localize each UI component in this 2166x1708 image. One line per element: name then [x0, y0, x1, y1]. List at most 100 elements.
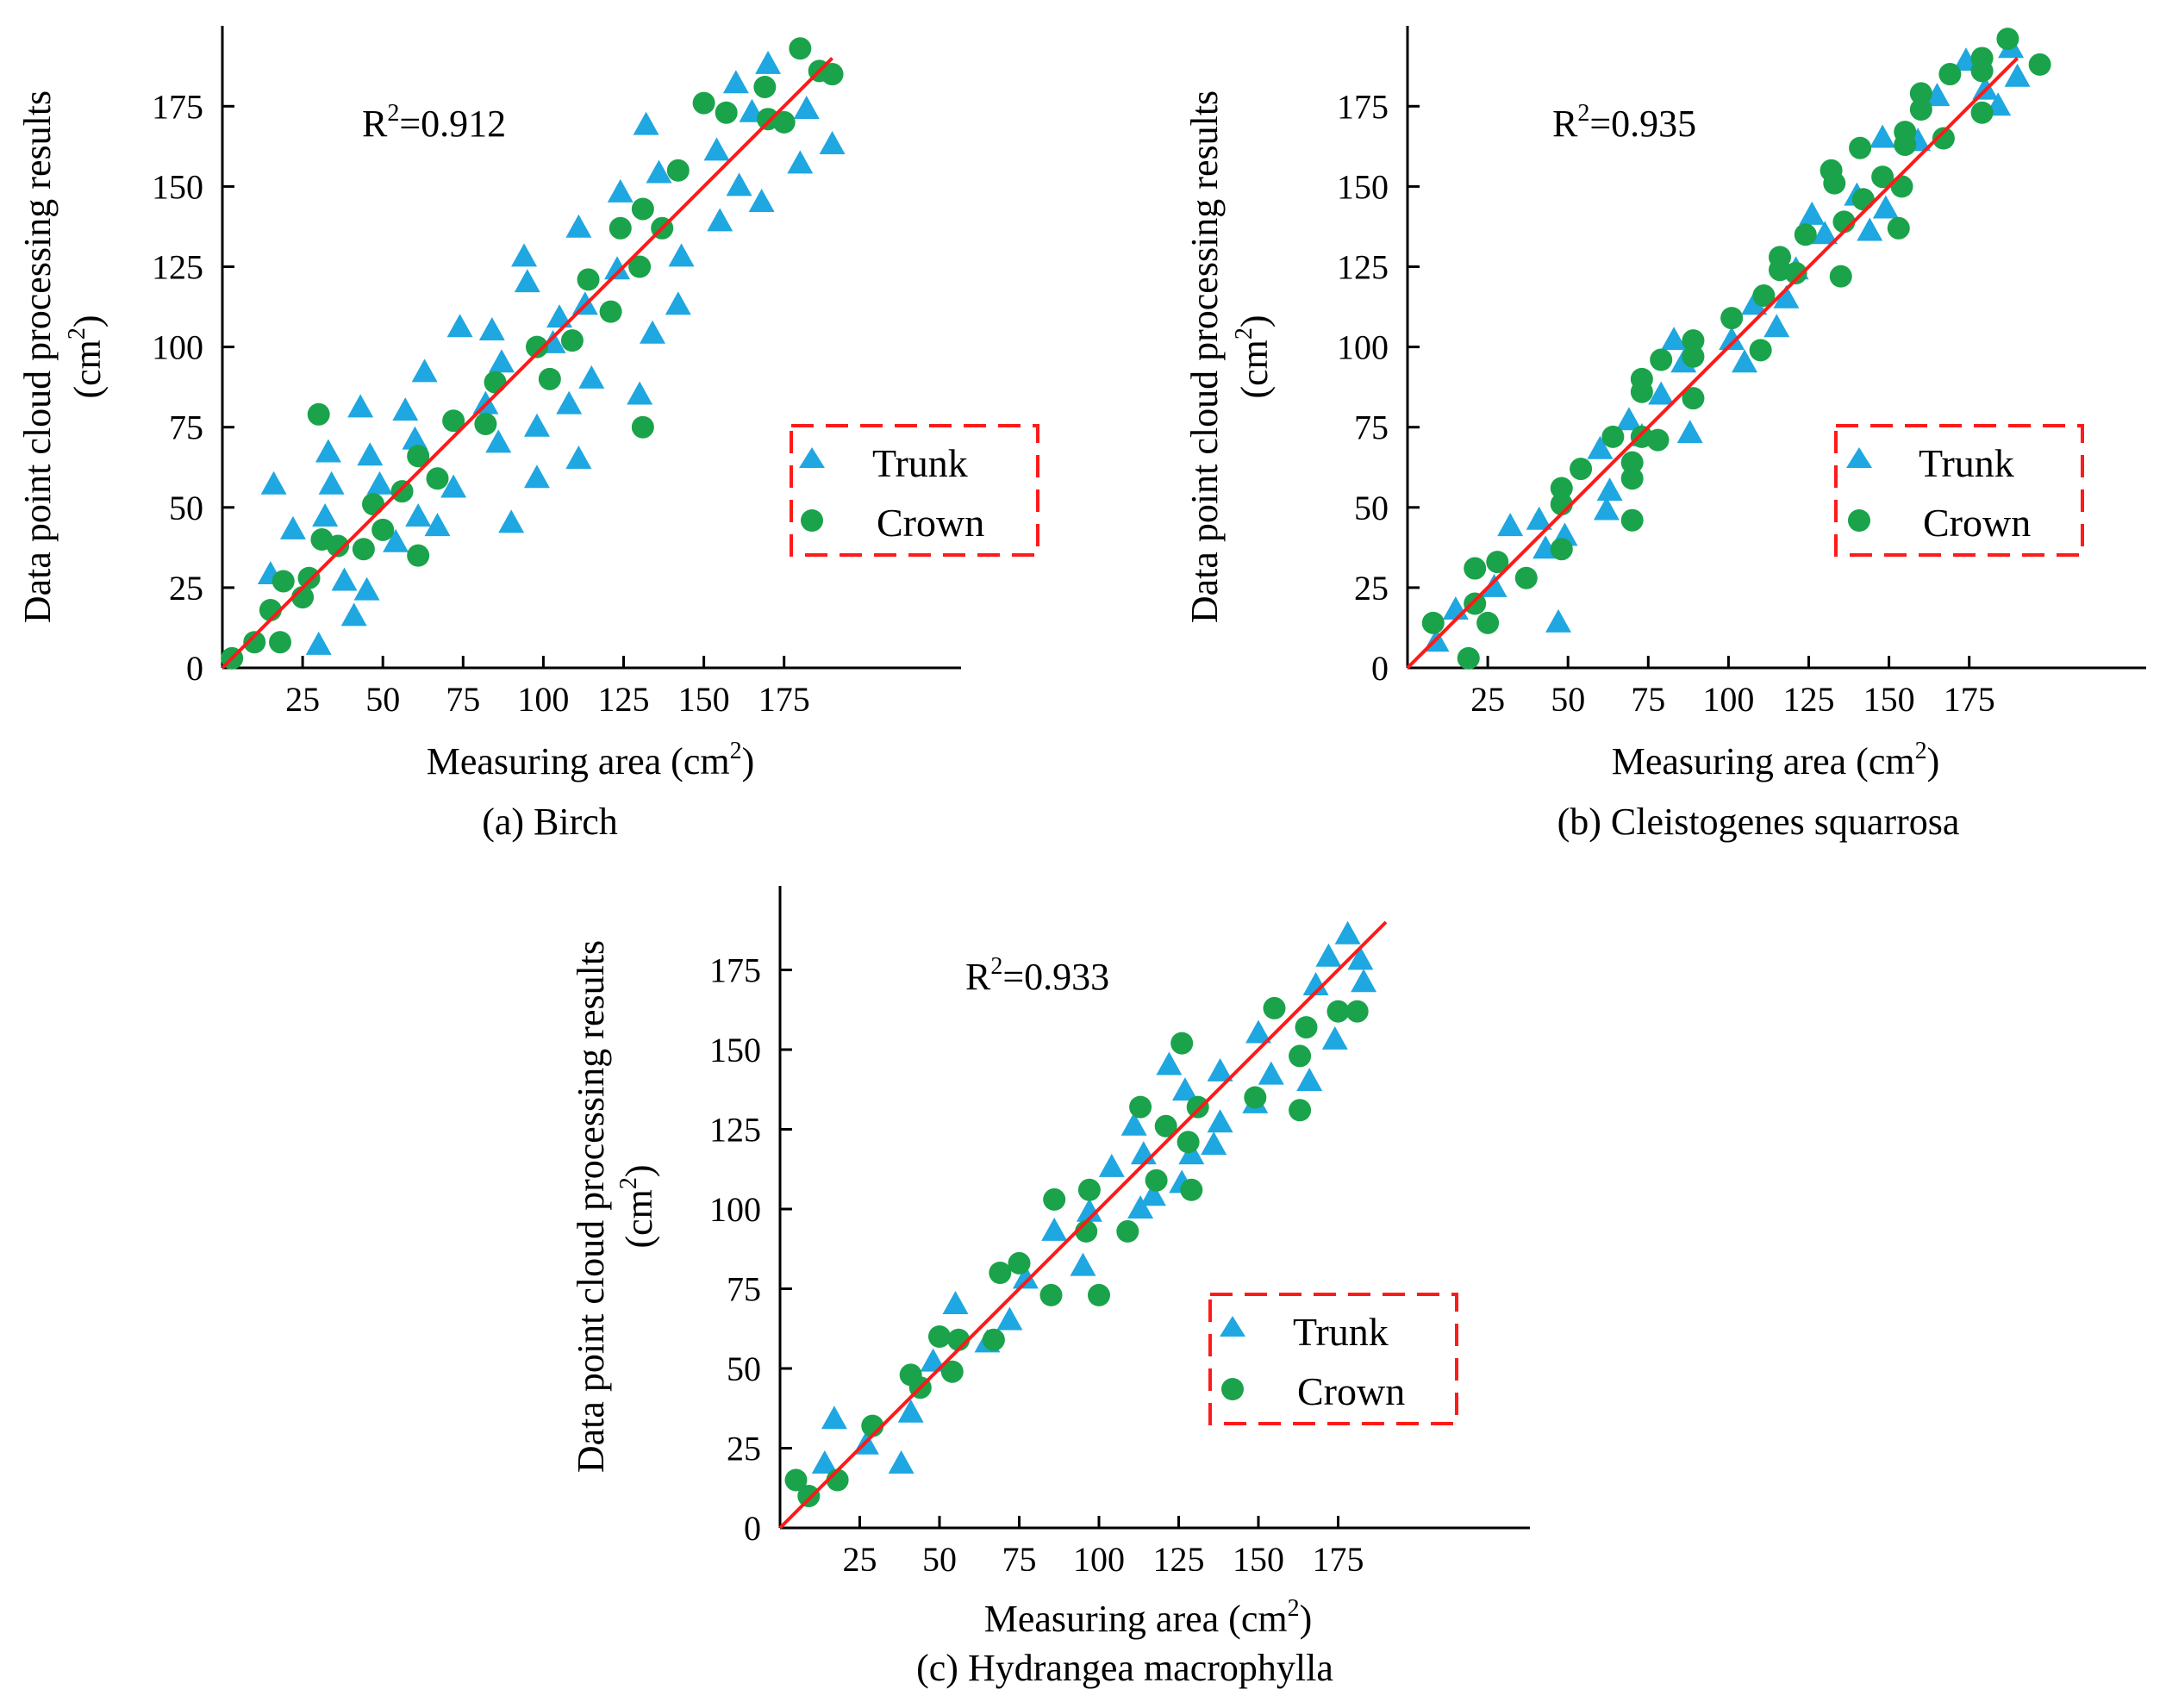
crown-point	[297, 566, 321, 589]
trunk-point	[1302, 972, 1329, 995]
crown-point	[407, 544, 430, 567]
crown-point	[362, 493, 385, 516]
trunk-point	[1130, 1141, 1157, 1165]
trunk-point	[1070, 1252, 1096, 1276]
crown-point	[352, 538, 375, 561]
trunk-point	[488, 349, 515, 373]
trunk-point	[1732, 349, 1758, 373]
y-tick-label: 75	[1354, 408, 1389, 447]
crown-point	[753, 75, 777, 98]
trunk-point	[1351, 969, 1377, 993]
x-tick-label: 175	[758, 680, 810, 719]
x-tick-label: 150	[1233, 1540, 1284, 1579]
crown-point	[797, 1485, 821, 1507]
y-tick-label: 175	[1337, 87, 1389, 126]
crown-point	[1263, 996, 1286, 1019]
x-tick-label: 100	[1073, 1540, 1125, 1579]
y-axis-label: Data point cloud processing results	[570, 940, 612, 1473]
y-tick-label: 150	[709, 1031, 761, 1069]
trunk-point	[1012, 1265, 1039, 1289]
legend-border	[1208, 1293, 1458, 1425]
crown-point	[243, 631, 266, 654]
r2-annotation: R2=0.933	[965, 953, 1109, 998]
crown-point	[1894, 121, 1917, 144]
trunk-point	[1615, 407, 1642, 431]
crown-point	[474, 412, 497, 435]
crown-point	[789, 37, 812, 60]
trunk-point	[347, 394, 374, 418]
legend-crown-marker	[801, 509, 823, 532]
crown-point	[928, 1325, 951, 1348]
trunk-point	[383, 528, 409, 552]
trunk-point	[279, 515, 306, 539]
trunk-point	[1207, 1057, 1233, 1082]
trunk-point	[1347, 946, 1374, 970]
crown-point	[1890, 175, 1913, 198]
crown-point	[1008, 1251, 1031, 1275]
trunk-point	[1719, 327, 1745, 351]
trunk-point	[366, 471, 393, 495]
crown-point	[609, 216, 632, 240]
crown-point	[1295, 1016, 1318, 1039]
x-tick-label: 125	[598, 680, 650, 719]
fit-line	[778, 920, 1388, 1530]
trunk-point	[920, 1348, 946, 1372]
trunk-point	[1497, 513, 1524, 537]
crown-point	[577, 268, 600, 291]
y-tick-label: 25	[1354, 569, 1389, 608]
crown-point	[307, 402, 330, 426]
legend-trunk-marker	[1220, 1316, 1245, 1337]
trunk-point	[523, 413, 550, 437]
trunk-point	[1207, 1109, 1233, 1133]
trunk-point	[787, 150, 814, 174]
crown-point	[1088, 1283, 1110, 1306]
crown-point	[1486, 551, 1509, 574]
trunk-point	[478, 316, 505, 340]
trunk-point	[1334, 920, 1361, 944]
trunk-point	[888, 1450, 914, 1474]
fit-line	[1406, 57, 2019, 670]
y-tick-label: 100	[709, 1190, 761, 1229]
y-axis-label-unit: (cm2)	[64, 315, 109, 398]
crown-point	[1550, 477, 1573, 500]
trunk-point	[565, 214, 592, 238]
crown-point	[1186, 1095, 1209, 1119]
y-axis-label: Data point cloud processing results	[16, 90, 59, 623]
trunk-point	[1870, 124, 1896, 148]
trunk-point	[1857, 217, 1883, 241]
crown-point	[1909, 98, 1932, 122]
trunk-point	[942, 1291, 969, 1314]
trunk-point	[446, 314, 473, 338]
x-tick-label: 75	[446, 680, 480, 719]
crown-point	[1752, 284, 1776, 308]
crown-point	[1464, 557, 1487, 580]
crown-point	[1970, 101, 1994, 124]
trunk-point	[811, 1450, 838, 1474]
y-tick-label: 0	[1371, 649, 1389, 688]
crown-point	[692, 91, 715, 115]
crown-point	[1749, 339, 1772, 362]
x-tick-label: 175	[1944, 680, 1995, 719]
trunk-point	[1481, 573, 1507, 597]
trunk-point	[523, 464, 550, 489]
crown-point	[1457, 646, 1480, 670]
legend-trunk-label: Trunk	[872, 441, 968, 485]
crown-point	[1039, 1283, 1063, 1306]
trunk-point	[411, 358, 438, 383]
trunk-point	[722, 70, 749, 94]
crown-point	[1794, 223, 1817, 246]
crown-point	[821, 63, 844, 86]
x-tick-label: 125	[1153, 1540, 1205, 1579]
crown-point	[426, 467, 449, 490]
crown-point	[1682, 345, 1705, 368]
trunk-point	[305, 631, 332, 655]
x-tick-label: 100	[517, 680, 569, 719]
r2-annotation: R2=0.912	[362, 100, 506, 145]
trunk-point	[604, 256, 631, 280]
y-tick-label: 50	[727, 1350, 761, 1388]
crown-point	[940, 1360, 964, 1383]
trunk-point	[1924, 83, 1951, 107]
axes: 0 25 50 75 100 125 150 175 25 50 75 100 125 150 175	[709, 886, 1530, 1579]
trunk-point	[331, 567, 358, 591]
fit-line	[221, 57, 833, 670]
